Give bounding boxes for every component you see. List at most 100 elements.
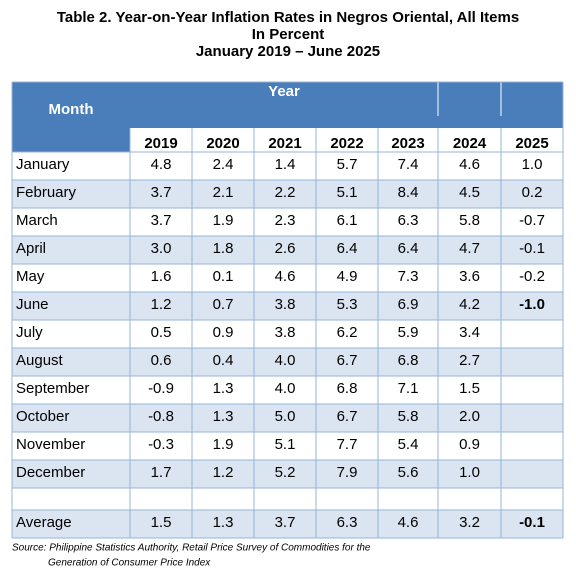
cell: 4.6	[398, 514, 419, 531]
title-line: In Percent	[252, 26, 325, 43]
year-label: 2023	[391, 135, 424, 152]
row-bg	[12, 404, 563, 432]
cell: 0.5	[151, 324, 172, 341]
cell: 2.7	[459, 352, 480, 369]
cell: -0.2	[519, 268, 545, 285]
cell: 7.7	[337, 436, 358, 453]
cell: -1.0	[519, 296, 545, 313]
cell: 6.8	[337, 380, 358, 397]
cell: 6.4	[398, 240, 419, 257]
cell: November	[16, 436, 85, 453]
source-line: Generation of Consumer Price Index	[48, 558, 211, 569]
cell: 1.3	[213, 380, 234, 397]
cell: 5.1	[337, 184, 358, 201]
cell: May	[16, 268, 45, 285]
cell: 1.3	[213, 408, 234, 425]
cell: 5.2	[275, 464, 296, 481]
cell: 4.5	[459, 184, 480, 201]
cell: 5.6	[398, 464, 419, 481]
cell: July	[16, 324, 43, 341]
year-label: 2025	[515, 135, 548, 152]
source-line: Source: Philippine Statistics Authority,…	[12, 543, 371, 554]
cell: 4.8	[151, 156, 172, 173]
year-label: 2022	[330, 135, 363, 152]
header-month-bg	[12, 128, 130, 152]
cell: 4.2	[459, 296, 480, 313]
cell: 1.0	[459, 464, 480, 481]
cell: February	[16, 184, 77, 201]
cell: 0.6	[151, 352, 172, 369]
year-label: 2020	[206, 135, 239, 152]
cell: 1.9	[213, 436, 234, 453]
cell: June	[16, 296, 49, 313]
cell: 3.7	[151, 184, 172, 201]
cell: 7.3	[398, 268, 419, 285]
cell: 1.7	[151, 464, 172, 481]
cell: 1.2	[151, 296, 172, 313]
cell: 6.1	[337, 212, 358, 229]
cell: 2.3	[275, 212, 296, 229]
cell: 7.9	[337, 464, 358, 481]
cell: 6.2	[337, 324, 358, 341]
cell: 3.0	[151, 240, 172, 257]
cell: -0.7	[519, 212, 545, 229]
cell: 4.7	[459, 240, 480, 257]
cell: September	[16, 380, 89, 397]
cell: 7.4	[398, 156, 419, 173]
cell: December	[16, 464, 85, 481]
title-line: Table 2. Year-on-Year Inflation Rates in…	[57, 9, 519, 26]
cell: 0.2	[522, 184, 543, 201]
cell: 3.7	[275, 514, 296, 531]
cell: 2.1	[213, 184, 234, 201]
cell: 4.0	[275, 380, 296, 397]
year-label: 2019	[144, 135, 177, 152]
cell: -0.9	[148, 380, 174, 397]
cell: -0.3	[148, 436, 174, 453]
cell: 5.8	[398, 408, 419, 425]
cell: 6.4	[337, 240, 358, 257]
title-line: January 2019 – June 2025	[196, 43, 380, 60]
cell: 3.2	[459, 514, 480, 531]
cell: 6.7	[337, 352, 358, 369]
cell: 1.3	[213, 514, 234, 531]
cell: 5.9	[398, 324, 419, 341]
cell: 2.4	[213, 156, 234, 173]
month-header: Month	[49, 101, 94, 118]
cell: March	[16, 212, 58, 229]
cell: October	[16, 408, 69, 425]
cell: 4.6	[459, 156, 480, 173]
cell: 5.4	[398, 436, 419, 453]
row-bg	[12, 180, 563, 208]
cell: Average	[16, 514, 72, 531]
cell: 3.8	[275, 324, 296, 341]
cell: 4.9	[337, 268, 358, 285]
cell: 1.4	[275, 156, 296, 173]
cell: -0.8	[148, 408, 174, 425]
cell: April	[16, 240, 46, 257]
cell: 5.3	[337, 296, 358, 313]
cell: 0.7	[213, 296, 234, 313]
cell: 1.5	[459, 380, 480, 397]
year-header: Year	[268, 83, 300, 100]
cell: 1.9	[213, 212, 234, 229]
cell: 6.9	[398, 296, 419, 313]
cell: 1.6	[151, 268, 172, 285]
cell: 0.9	[459, 436, 480, 453]
cell: 7.1	[398, 380, 419, 397]
cell: 0.4	[213, 352, 234, 369]
cell: 3.4	[459, 324, 480, 341]
cell: 8.4	[398, 184, 419, 201]
cell: 3.7	[151, 212, 172, 229]
row-bg	[12, 348, 563, 376]
cell: August	[16, 352, 64, 369]
row-bg	[12, 236, 563, 264]
cell: 5.7	[337, 156, 358, 173]
average-bg	[12, 510, 563, 538]
cell: 6.3	[398, 212, 419, 229]
row-bg	[12, 460, 563, 488]
cell: 2.2	[275, 184, 296, 201]
cell: -0.1	[519, 514, 545, 531]
cell: 1.2	[213, 464, 234, 481]
cell: -0.1	[519, 240, 545, 257]
